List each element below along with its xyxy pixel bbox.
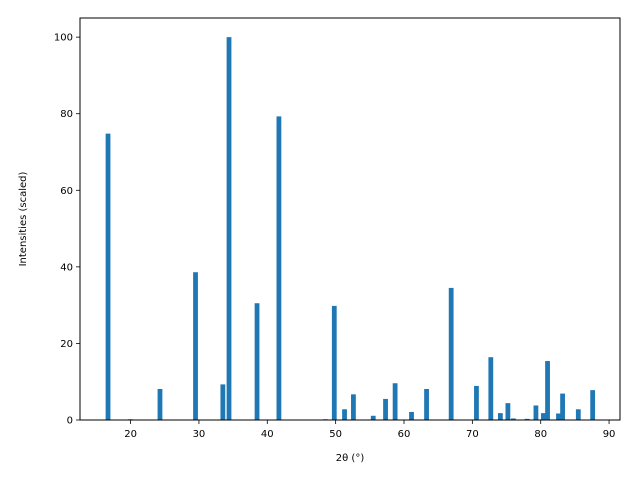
bar [545, 361, 550, 420]
bar [331, 305, 337, 420]
bar [488, 357, 494, 420]
y-tick-label: 100 [54, 33, 73, 44]
bar [533, 405, 539, 420]
bar [424, 388, 429, 420]
y-tick-label: 20 [60, 339, 73, 350]
bar [276, 116, 282, 420]
bar [497, 413, 503, 420]
y-tick-label: 0 [67, 416, 73, 427]
bar [383, 398, 388, 420]
bar [556, 413, 561, 420]
x-tick-label: 50 [329, 429, 342, 440]
bar [392, 383, 398, 420]
bar [510, 418, 516, 420]
x-tick-label: 30 [193, 429, 206, 440]
bar [575, 409, 581, 420]
x-tick-label: 80 [534, 429, 547, 440]
bars [105, 37, 596, 421]
y-tick-label: 80 [60, 109, 73, 120]
bar [254, 303, 260, 420]
y-tick-label: 40 [60, 262, 73, 273]
x-tick-label: 20 [124, 429, 137, 440]
bar [105, 133, 111, 420]
bar [541, 413, 546, 420]
bar [193, 272, 198, 420]
bar [560, 393, 565, 420]
x-axis-label: 2θ (°) [336, 453, 365, 464]
bar [505, 403, 511, 420]
bar [342, 409, 347, 420]
bar [226, 37, 232, 421]
x-tick-label: 90 [603, 429, 616, 440]
bar [474, 385, 479, 420]
bar [409, 411, 414, 420]
y-tick-label: 60 [60, 186, 73, 197]
x-tick-label: 40 [261, 429, 274, 440]
bar [524, 418, 530, 420]
x-axis-ticks: 20 30 40 50 60 70 80 90 [124, 420, 615, 440]
bar [220, 384, 226, 420]
bar [157, 388, 163, 420]
x-tick-label: 70 [466, 429, 479, 440]
bar [370, 415, 376, 420]
plot-frame [79, 17, 621, 421]
x-tick-label: 60 [398, 429, 411, 440]
bar [448, 287, 454, 420]
bar [590, 390, 596, 420]
y-axis-ticks: 0 20 40 60 80 100 [54, 33, 80, 427]
y-axis-label: Intensities (scaled) [18, 171, 29, 266]
bar [351, 394, 356, 420]
